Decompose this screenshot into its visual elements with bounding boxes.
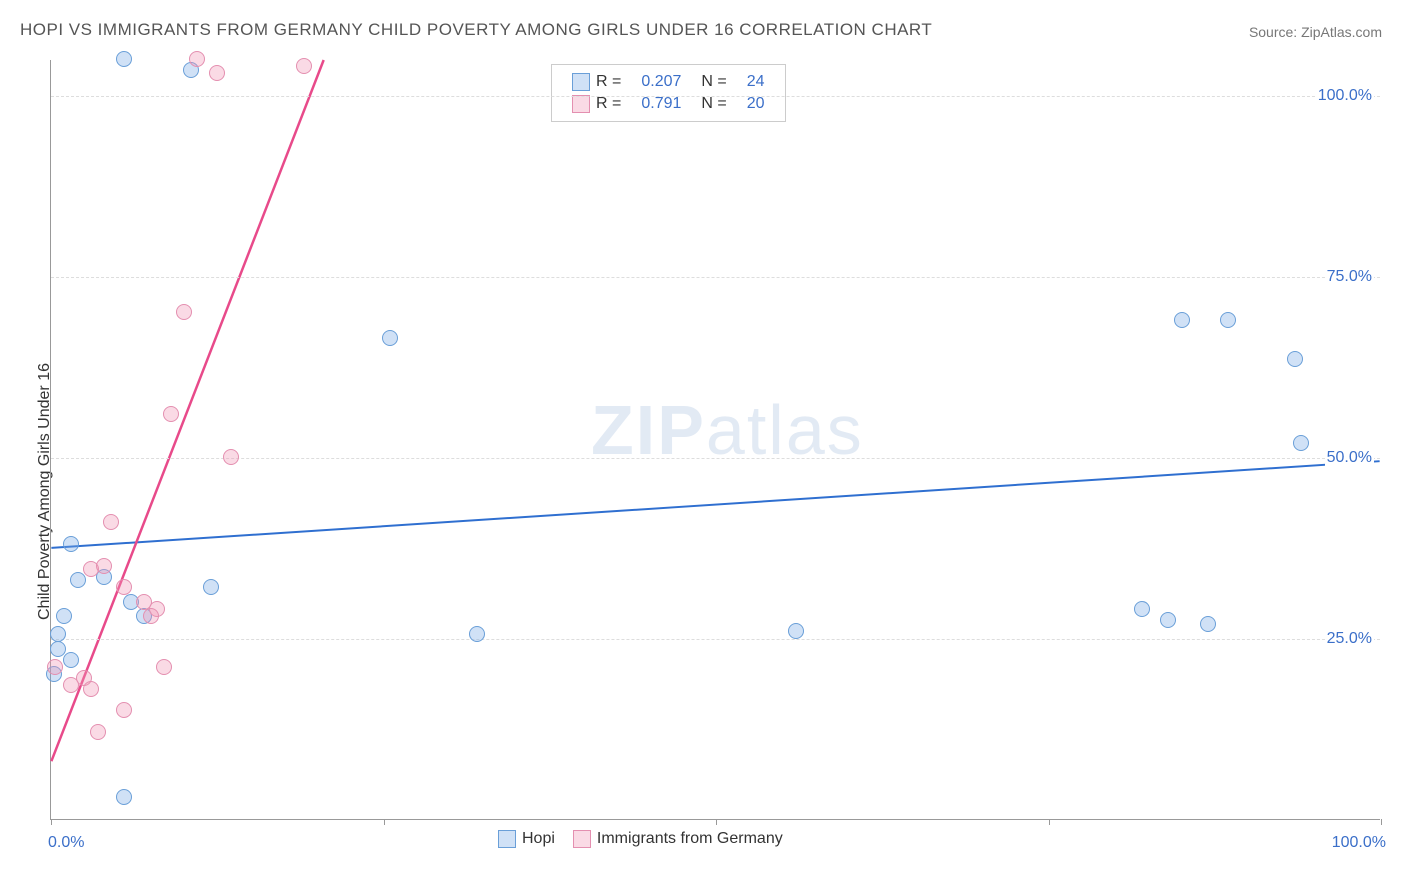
data-point-germany (296, 58, 312, 74)
source-link[interactable]: ZipAtlas.com (1301, 24, 1382, 40)
plot-area: ZIPatlas R =0.207N =24R =0.791N =20 25.0… (50, 60, 1380, 820)
data-point-hopi (1160, 612, 1176, 628)
y-tick-label: 25.0% (1325, 630, 1374, 648)
data-point-hopi (382, 330, 398, 346)
data-point-germany (209, 65, 225, 81)
source-attribution: Source: ZipAtlas.com (1249, 24, 1382, 40)
trend-line-hopi (51, 461, 1379, 548)
data-point-germany (189, 51, 205, 67)
data-point-germany (63, 677, 79, 693)
data-point-hopi (469, 626, 485, 642)
data-point-hopi (116, 789, 132, 805)
data-point-germany (223, 449, 239, 465)
data-point-germany (116, 579, 132, 595)
legend-swatch-hopi (572, 73, 590, 91)
data-point-hopi (1293, 435, 1309, 451)
data-point-hopi (63, 652, 79, 668)
x-tick (1049, 819, 1050, 825)
data-point-germany (83, 681, 99, 697)
chart-title: HOPI VS IMMIGRANTS FROM GERMANY CHILD PO… (20, 20, 932, 40)
data-point-germany (96, 558, 112, 574)
legend-swatch-hopi (498, 830, 516, 848)
y-tick-label: 75.0% (1325, 268, 1374, 286)
data-point-germany (176, 304, 192, 320)
legend-label-hopi: Hopi (522, 830, 555, 847)
y-tick-label: 50.0% (1325, 449, 1374, 467)
data-point-hopi (1174, 312, 1190, 328)
data-point-hopi (1200, 616, 1216, 632)
data-point-germany (90, 724, 106, 740)
data-point-hopi (203, 579, 219, 595)
x-tick (51, 819, 52, 825)
data-point-hopi (1220, 312, 1236, 328)
data-point-hopi (70, 572, 86, 588)
data-point-germany (116, 702, 132, 718)
data-point-germany (143, 608, 159, 624)
trend-lines-layer (51, 60, 1380, 819)
source-prefix: Source: (1249, 24, 1301, 40)
x-tick (1381, 819, 1382, 825)
data-point-germany (47, 659, 63, 675)
chart-container: HOPI VS IMMIGRANTS FROM GERMANY CHILD PO… (0, 0, 1406, 892)
data-point-hopi (1134, 601, 1150, 617)
series-legend: Hopi Immigrants from Germany (480, 830, 783, 848)
y-tick-label: 100.0% (1316, 87, 1374, 105)
data-point-hopi (116, 51, 132, 67)
legend-swatch-germany (572, 95, 590, 113)
x-axis-min-label: 0.0% (48, 834, 84, 852)
gridline-h (51, 458, 1380, 459)
data-point-hopi (788, 623, 804, 639)
data-point-hopi (63, 536, 79, 552)
legend-label-germany: Immigrants from Germany (597, 830, 783, 847)
correlation-legend-row-hopi: R =0.207N =24 (562, 71, 775, 93)
trend-line-germany (51, 60, 323, 761)
x-axis-max-label: 100.0% (1332, 834, 1386, 852)
correlation-legend: R =0.207N =24R =0.791N =20 (551, 64, 786, 122)
gridline-h (51, 96, 1380, 97)
data-point-germany (156, 659, 172, 675)
gridline-h (51, 639, 1380, 640)
data-point-germany (163, 406, 179, 422)
legend-swatch-germany (573, 830, 591, 848)
gridline-h (51, 277, 1380, 278)
data-point-hopi (56, 608, 72, 624)
x-tick (716, 819, 717, 825)
x-tick (384, 819, 385, 825)
data-point-hopi (1287, 351, 1303, 367)
data-point-germany (103, 514, 119, 530)
